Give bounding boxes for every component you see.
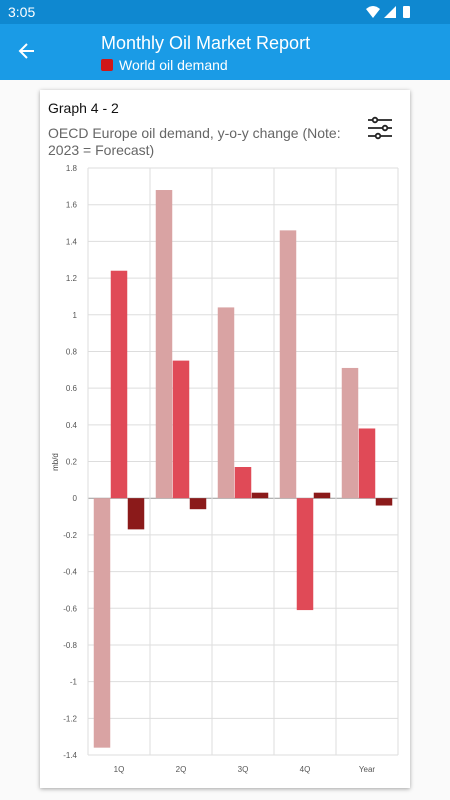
- x-tick-label: 3Q: [238, 765, 249, 774]
- bar-2Q-series-3: [189, 498, 207, 510]
- status-bar: 3:05: [0, 0, 450, 24]
- bar-1Q-series-1: [93, 498, 111, 748]
- status-icons: [366, 6, 410, 18]
- subtitle-text: World oil demand: [119, 57, 228, 73]
- y-tick-label: 1.6: [66, 201, 78, 210]
- bar-3Q-series-2: [234, 467, 252, 499]
- bar-3Q-series-3: [251, 492, 269, 499]
- y-tick-label: -1.2: [63, 714, 77, 723]
- bar-Year-series-3: [375, 498, 393, 506]
- chart-subtitle: OECD Europe oil demand, y-o-y change (No…: [48, 125, 341, 158]
- arrow-left-icon: [18, 43, 34, 59]
- app-subtitle: World oil demand: [101, 57, 228, 73]
- status-time: 3:05: [8, 4, 36, 20]
- y-tick-label: -0.8: [63, 641, 77, 650]
- x-tick-label: 2Q: [176, 765, 187, 774]
- y-tick-label: -0.2: [63, 531, 77, 540]
- bar-1Q-series-2: [110, 270, 128, 499]
- battery-icon: [403, 6, 410, 18]
- y-tick-label: -1.4: [63, 751, 77, 760]
- bar-2Q-series-2: [172, 360, 190, 499]
- y-tick-label: 1.4: [66, 237, 78, 246]
- back-button[interactable]: [12, 36, 42, 66]
- signal-icon: [384, 6, 396, 18]
- bar-1Q-series-3: [127, 498, 145, 530]
- y-tick-label: -0.6: [63, 604, 77, 613]
- bar-4Q-series-1: [279, 230, 297, 499]
- x-tick-label: Year: [359, 765, 376, 774]
- bar-4Q-series-3: [313, 492, 331, 499]
- y-tick-label: 1.8: [66, 164, 78, 173]
- bar-4Q-series-2: [296, 498, 314, 611]
- subtitle-color-swatch: [101, 59, 113, 71]
- y-tick-label: 0.4: [66, 421, 78, 430]
- sliders-icon[interactable]: [366, 116, 394, 140]
- y-tick-label: 0.2: [66, 458, 78, 467]
- x-tick-label: 4Q: [300, 765, 311, 774]
- y-axis-label: mb/d: [51, 453, 60, 471]
- wifi-icon: [366, 6, 380, 18]
- page-title: Monthly Oil Market Report: [101, 33, 311, 53]
- bar-Year-series-2: [358, 428, 376, 499]
- bar-2Q-series-1: [155, 190, 173, 499]
- y-tick-label: 0: [73, 494, 78, 503]
- app-bar: Monthly Oil Market Report World oil dema…: [0, 24, 450, 80]
- chart-card: Graph 4 - 2 OECD Europe oil demand, y-o-…: [40, 90, 410, 788]
- chart-title: Graph 4 - 2: [48, 100, 119, 116]
- y-tick-label: 1.2: [66, 274, 78, 283]
- bar-3Q-series-1: [217, 307, 235, 499]
- bar-chart: 1.8 1.6 1.4 1.2 1 0.8 0.6 0.4 0.2 0 -0.2 -0.4 -0.6 -0…: [51, 164, 399, 774]
- bar-Year-series-1: [341, 367, 359, 499]
- y-tick-label: -0.4: [63, 568, 77, 577]
- y-tick-label: 1: [73, 311, 78, 320]
- y-tick-label: -1: [70, 678, 78, 687]
- y-tick-label: 0.8: [66, 347, 78, 356]
- y-tick-label: 0.6: [66, 384, 78, 393]
- x-tick-label: 1Q: [114, 765, 125, 774]
